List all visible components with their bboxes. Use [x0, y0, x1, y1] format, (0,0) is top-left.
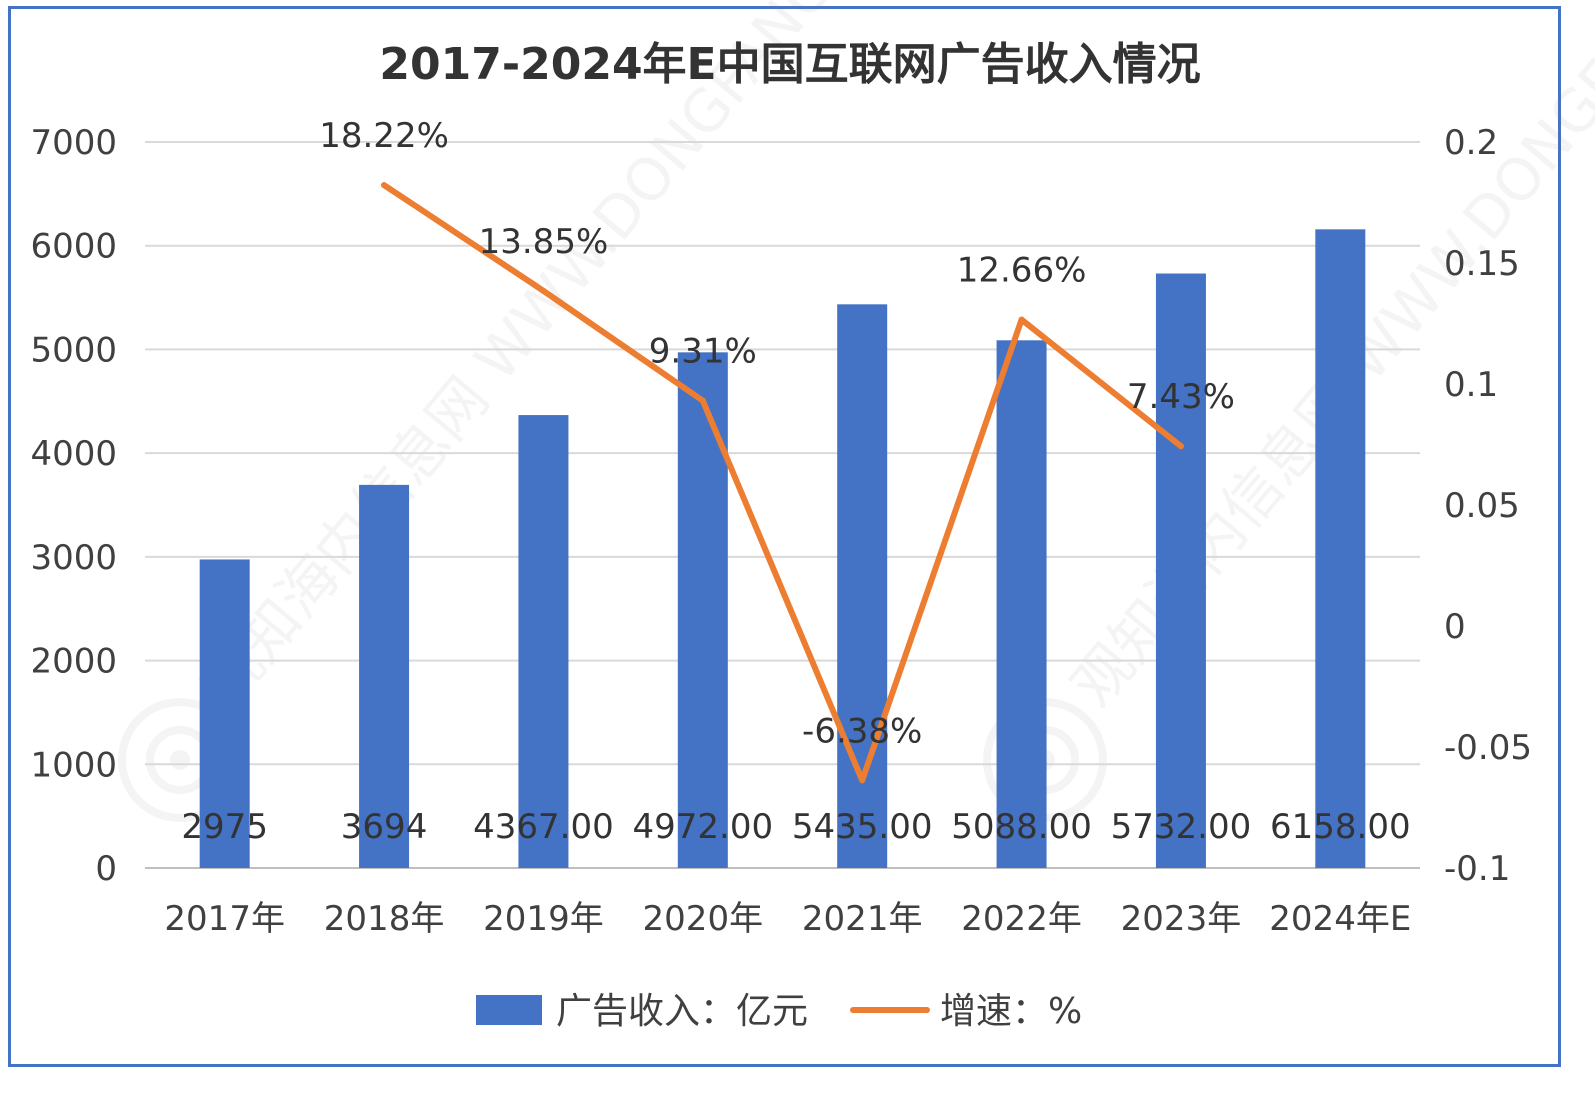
bar [996, 340, 1047, 868]
x-tick-label: 2019年 [483, 899, 604, 939]
right-tick-label: 0 [1444, 607, 1466, 647]
x-axis: 2017年 2018年 2019年 2020年 2021年 2022年 2023年 2024年… [164, 899, 1411, 939]
growth-value-label: 13.85% [479, 222, 609, 262]
x-tick-label: 2023年 [1121, 899, 1242, 939]
bar-series [199, 229, 1366, 869]
line-point [381, 182, 388, 189]
bar [677, 352, 728, 868]
bar [199, 559, 250, 868]
bar [837, 304, 888, 868]
x-tick-label: 2020年 [643, 899, 764, 939]
x-tick-label: 2021年 [802, 899, 923, 939]
right-tick-label: 0.05 [1444, 486, 1520, 526]
growth-value-label: 9.31% [649, 332, 757, 372]
x-tick-label: 2018年 [324, 899, 445, 939]
legend-label-line: 增速：% [940, 991, 1082, 1032]
right-tick-label: 0.2 [1444, 123, 1498, 163]
left-tick-label: 2000 [30, 642, 117, 682]
left-axis: 0 1000 2000 3000 4000 5000 6000 7000 [30, 123, 117, 889]
bar-value-label: 2975 [181, 807, 268, 847]
bar [1315, 229, 1366, 869]
growth-line [381, 182, 1184, 784]
line-point [859, 777, 866, 784]
right-tick-label: 0.1 [1444, 365, 1498, 405]
legend-swatch-bar [476, 995, 542, 1025]
line-point [1177, 443, 1184, 450]
right-tick-label: -0.1 [1444, 849, 1510, 889]
bar-value-label: 5088.00 [951, 807, 1092, 847]
right-tick-label: -0.05 [1444, 728, 1532, 768]
x-tick-label: 2024年E [1269, 899, 1411, 939]
x-tick-label: 2017年 [164, 899, 285, 939]
legend: 广告收入：亿元 增速：% [476, 991, 1082, 1032]
left-tick-label: 7000 [30, 123, 117, 163]
bar [518, 415, 569, 868]
left-tick-label: 6000 [30, 227, 117, 267]
line-point [699, 397, 706, 404]
growth-value-label: -6.38% [802, 711, 922, 751]
bar [359, 484, 410, 868]
right-axis: -0.1 -0.05 0 0.05 0.1 0.15 0.2 [1444, 123, 1532, 889]
left-tick-label: 3000 [30, 538, 117, 578]
line-point [540, 287, 547, 294]
left-tick-label: 5000 [30, 330, 117, 370]
bar-value-label: 3694 [341, 807, 428, 847]
legend-label-bar: 广告收入：亿元 [556, 991, 808, 1032]
chart-title: 2017-2024年E中国互联网广告收入情况 [379, 39, 1200, 90]
bar-value-label: 4367.00 [473, 807, 614, 847]
growth-value-label: 12.66% [957, 251, 1087, 291]
bar [1155, 273, 1206, 868]
growth-value-label: 7.43% [1127, 377, 1235, 417]
left-tick-label: 4000 [30, 434, 117, 474]
left-tick-label: 0 [95, 849, 117, 889]
left-tick-label: 1000 [30, 745, 117, 785]
right-tick-label: 0.15 [1444, 244, 1520, 284]
bar-labels: 2975 3694 4367.00 4972.00 5435.00 5088.00 5732… [181, 807, 1410, 847]
bar-value-label: 4972.00 [633, 807, 774, 847]
chart-frame [8, 6, 1561, 1067]
x-tick-label: 2022年 [961, 899, 1082, 939]
bar-value-label: 6158.00 [1270, 807, 1411, 847]
bar-value-label: 5732.00 [1111, 807, 1252, 847]
growth-value-label: 18.22% [319, 116, 449, 156]
bar-value-label: 5435.00 [792, 807, 933, 847]
line-point [1018, 316, 1025, 323]
line-series [381, 182, 1184, 784]
line-labels: 18.22% 13.85% 9.31% -6.38% 12.66% 7.43% [319, 116, 1235, 751]
gridlines [145, 141, 1420, 869]
